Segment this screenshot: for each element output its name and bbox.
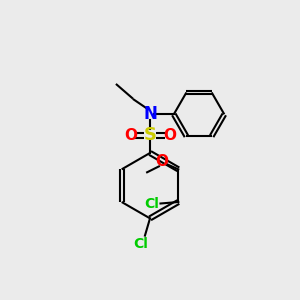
Text: O: O <box>163 128 176 142</box>
Text: Cl: Cl <box>144 196 159 211</box>
Text: O: O <box>155 154 169 169</box>
Text: O: O <box>124 128 137 142</box>
Text: S: S <box>143 126 157 144</box>
Text: Cl: Cl <box>134 237 148 250</box>
Text: N: N <box>143 105 157 123</box>
